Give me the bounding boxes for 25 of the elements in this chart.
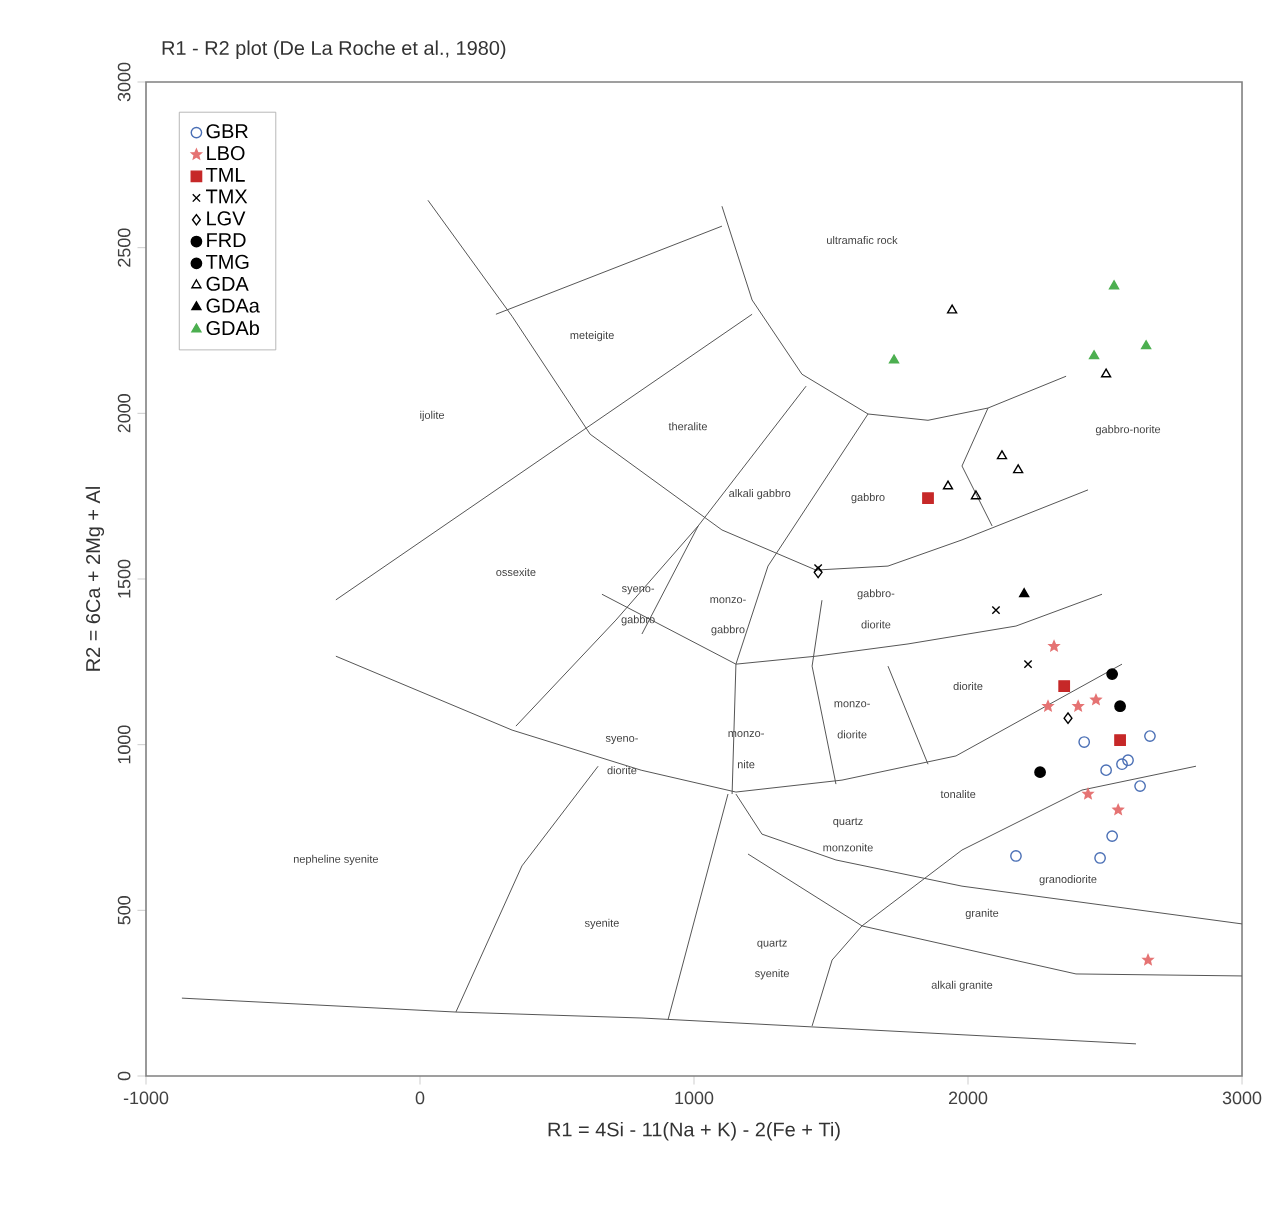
legend-label: GBR	[206, 124, 248, 139]
legend-label: FRD	[207, 233, 246, 247]
y-tick-label: 1500	[117, 559, 131, 598]
legend-label: GDAb	[206, 320, 260, 336]
legend-label: TML	[206, 167, 245, 182]
y-axis-title: R2 = 6Ca + 2Mg + Al	[85, 487, 105, 671]
legend-label: GDAa	[206, 298, 260, 313]
y-tick-label: 3000	[117, 62, 131, 102]
x-tick-label: 1000	[675, 1091, 714, 1105]
legend-label: TMX	[206, 189, 248, 204]
legend-label: LGV	[207, 211, 246, 226]
y-tick-label: 500	[117, 896, 131, 925]
x-axis-title: R1 = 4Si - 11(Na + K) - 2(Fe + Ti)	[548, 1121, 840, 1141]
x-tick-label: 3000	[1222, 1091, 1262, 1105]
x-tick-label: 2000	[948, 1091, 988, 1105]
y-tick-label: 2500	[117, 228, 131, 267]
chart-title: R1 - R2 plot (De La Roche et al., 1980)	[162, 40, 506, 59]
x-tick-label: -1000	[123, 1091, 169, 1105]
legend-label: LBO	[207, 146, 245, 161]
legend-label: GDA	[206, 276, 249, 291]
y-tick-label: 2000	[117, 394, 131, 433]
y-tick-label: 0	[117, 1071, 131, 1081]
legend-label: TMG	[206, 254, 249, 269]
y-tick-label: 1000	[117, 725, 131, 764]
x-tick-label: 0	[415, 1091, 425, 1105]
